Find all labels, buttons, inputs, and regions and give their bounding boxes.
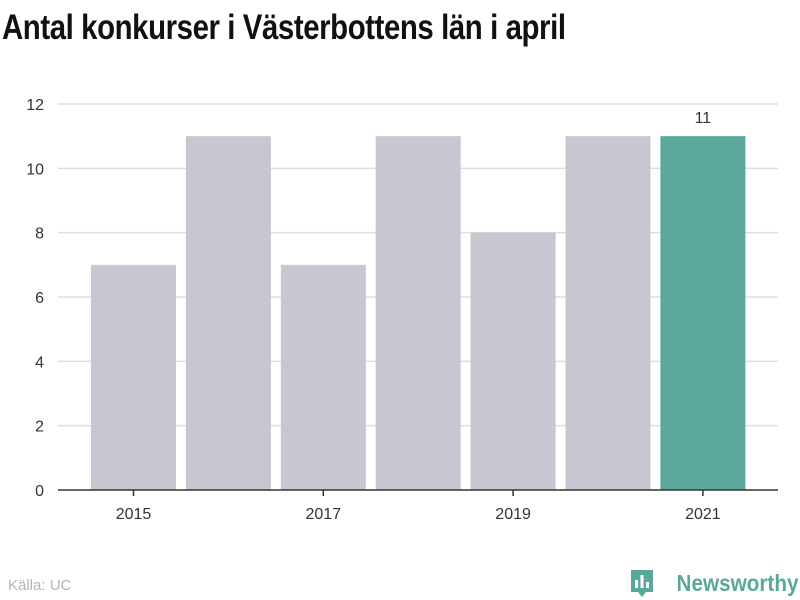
brand-logo: Newsworthy [629,566,798,600]
x-tick-label: 2015 [116,506,152,523]
y-tick-label: 6 [35,290,44,307]
bar [565,136,651,490]
x-axis-ticks: 2015 2017 2019 2021 [116,490,721,523]
y-tick-label: 4 [35,354,44,371]
x-tick-label: 2019 [495,506,531,523]
y-tick-label: 2 [35,419,44,436]
bars [91,136,746,490]
bar [470,232,556,490]
bar [91,264,176,490]
x-tick-label: 2021 [685,506,721,523]
bar [280,264,366,490]
data-labels: 11 [695,110,712,127]
y-tick-label: 8 [35,226,44,243]
bar-chart-badge-icon [630,570,653,597]
data-label: 11 [695,110,712,127]
y-tick-label: 12 [26,97,44,114]
x-tick-label: 2017 [306,506,342,523]
source-note: Källa: UC [8,577,72,594]
y-tick-label: 0 [35,483,44,500]
bar [185,136,271,490]
bar-highlighted [660,136,746,490]
bar [375,136,461,490]
y-tick-label: 10 [26,161,44,178]
brand-name: Newsworthy [676,569,798,596]
y-axis-tick-labels: 0 2 4 6 8 10 12 [26,97,44,500]
chart-title: Antal konkurser i Västerbottens län i ap… [2,8,566,47]
